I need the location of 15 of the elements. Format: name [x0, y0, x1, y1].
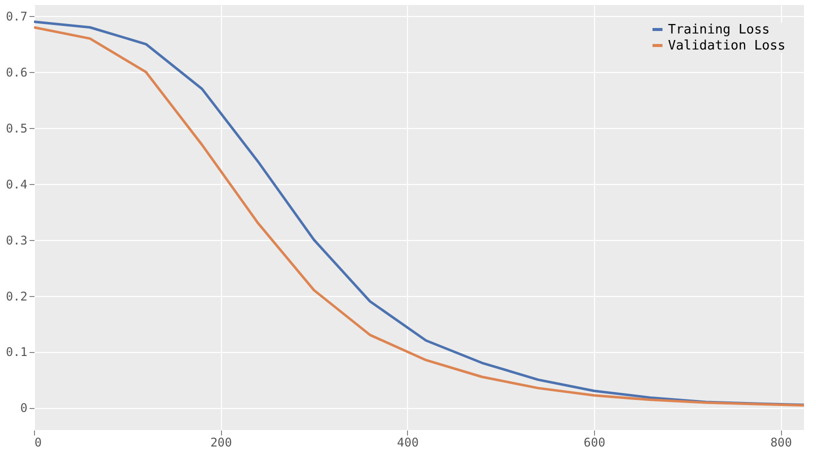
x-tick-label: 200: [210, 436, 232, 450]
y-tick-label: 0.4: [6, 177, 28, 192]
x-tick-label: 800: [770, 436, 792, 450]
y-tick-label: 0.5: [6, 122, 28, 136]
y-tick-label: 0.6: [6, 66, 28, 80]
legend-label: Validation Loss: [668, 38, 786, 54]
y-tick-label: 0.2: [6, 289, 28, 304]
y-tick-label: 0: [20, 401, 28, 416]
x-tick-label: 600: [584, 436, 606, 450]
y-tick-label: 0.7: [6, 10, 28, 24]
legend-label: Training Loss: [668, 22, 770, 38]
y-tick-label: 0.1: [6, 345, 28, 360]
x-tick-label: 400: [396, 436, 419, 450]
x-tick-label: 0: [34, 436, 42, 450]
y-tick-label: 0.3: [6, 233, 28, 248]
